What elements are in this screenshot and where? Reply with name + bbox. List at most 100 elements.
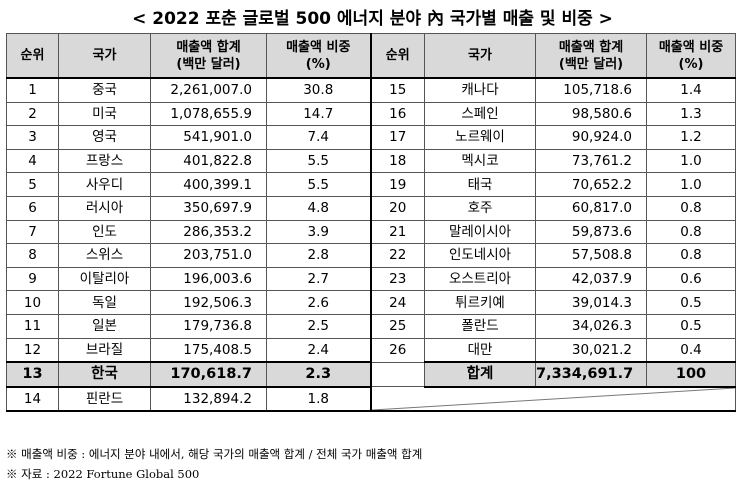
share-cell: 0.8 xyxy=(646,219,736,245)
share-cell: 4.8 xyxy=(266,195,371,221)
total-spacer-cell xyxy=(369,361,425,388)
share-cell: 1.4 xyxy=(646,77,736,103)
sales-cell: 175,408.5 xyxy=(150,337,267,363)
country-cell: 러시아 xyxy=(58,195,151,221)
sales-cell: 39,014.3 xyxy=(535,290,647,315)
sales-cell: 90,924.0 xyxy=(535,125,647,150)
share-cell: 0.8 xyxy=(646,243,736,268)
country-cell: 폴란드 xyxy=(424,313,536,339)
header-sales-right: 매출액 합계 (백만 달러) xyxy=(535,33,647,79)
country-cell: 태국 xyxy=(424,172,536,197)
rank-cell: 6 xyxy=(6,195,59,221)
country-cell: 영국 xyxy=(58,125,151,150)
table-row: 7 인도 286,353.2 3.9 21 말레이시아 59,873.6 0.8 xyxy=(6,219,736,245)
table-row: 2 미국 1,078,655.9 14.7 16 스페인 98,580.6 1.3 xyxy=(6,101,736,127)
share-cell: 1.2 xyxy=(646,125,736,150)
sales-cell: 541,901.0 xyxy=(150,125,267,150)
sales-cell: 132,894.2 xyxy=(150,386,267,413)
country-cell: 호주 xyxy=(424,195,536,221)
share-cell: 2.8 xyxy=(266,243,371,268)
country-cell: 대만 xyxy=(424,337,536,363)
country-cell: 멕시코 xyxy=(424,148,536,174)
header-share: 매출액 비중 (%) xyxy=(266,33,371,79)
sales-cell: 60,817.0 xyxy=(535,195,647,221)
empty-diagonal xyxy=(374,388,735,410)
sales-cell: 42,037.9 xyxy=(535,266,647,292)
rank-cell: 5 xyxy=(6,172,59,197)
share-cell: 1.8 xyxy=(266,386,371,413)
sales-cell: 1,078,655.9 xyxy=(150,101,267,127)
country-cell: 중국 xyxy=(58,77,151,103)
country-cell: 핀란드 xyxy=(58,386,151,413)
share-cell: 14.7 xyxy=(266,101,371,127)
sales-cell: 179,736.8 xyxy=(150,313,267,339)
share-cell: 2.7 xyxy=(266,266,371,292)
rank-cell: 10 xyxy=(6,290,59,315)
sales-cell: 400,399.1 xyxy=(150,172,267,197)
table-row: 1 중국 2,261,007.0 30.8 15 캐나다 105,718.6 1.4 xyxy=(6,77,736,103)
sales-cell: 192,506.3 xyxy=(150,290,267,315)
sales-cell: 2,261,007.0 xyxy=(150,77,267,103)
sales-cell: 34,026.3 xyxy=(535,313,647,339)
rank-cell: 18 xyxy=(369,148,425,174)
header-country-right: 국가 xyxy=(424,33,536,79)
sales-cell: 98,580.6 xyxy=(535,101,647,127)
note-share-definition: ※ 매출액 비중 : 에너지 분야 내에서, 해당 국가의 매출액 합계 / 전… xyxy=(6,447,423,461)
header-row: 순위 국가 매출액 합계 (백만 달러) 매출액 비중 (%) 순위 국가 매출액 … xyxy=(6,33,736,79)
sales-cell: 170,618.7 xyxy=(150,361,267,388)
share-cell: 2.5 xyxy=(266,313,371,339)
share-cell: 1.3 xyxy=(646,101,736,127)
header-country: 국가 xyxy=(58,33,151,79)
rank-cell: 3 xyxy=(6,125,59,150)
total-share-cell: 100 xyxy=(646,361,736,388)
header-share-right: 매출액 비중 (%) xyxy=(646,33,736,79)
country-cell: 스위스 xyxy=(58,243,151,268)
rank-cell: 15 xyxy=(369,77,425,103)
rank-cell: 21 xyxy=(369,219,425,245)
share-cell: 2.3 xyxy=(266,361,371,388)
table-row: 5 사우디 400,399.1 5.5 19 태국 70,652.2 1.0 xyxy=(6,172,736,197)
share-cell: 5.5 xyxy=(266,172,371,197)
share-cell: 1.0 xyxy=(646,172,736,197)
country-cell: 독일 xyxy=(58,290,151,315)
share-cell: 0.5 xyxy=(646,290,736,315)
table-row: 10 독일 192,506.3 2.6 24 튀르키예 39,014.3 0.5 xyxy=(6,290,736,315)
table-row: 6 러시아 350,697.9 4.8 20 호주 60,817.0 0.8 xyxy=(6,195,736,221)
country-cell: 오스트리아 xyxy=(424,266,536,292)
country-cell: 노르웨이 xyxy=(424,125,536,150)
rank-cell: 23 xyxy=(369,266,425,292)
total-label-cell: 합계 xyxy=(424,361,536,388)
total-sales-cell: 7,334,691.7 xyxy=(535,361,647,388)
sales-cell: 105,718.6 xyxy=(535,77,647,103)
rank-cell: 8 xyxy=(6,243,59,268)
share-cell: 0.6 xyxy=(646,266,736,292)
rank-cell: 20 xyxy=(369,195,425,221)
rank-cell: 7 xyxy=(6,219,59,245)
sales-cell: 401,822.8 xyxy=(150,148,267,174)
note-source: ※ 자료 : 2022 Fortune Global 500 xyxy=(6,467,200,481)
sales-cell: 70,652.2 xyxy=(535,172,647,197)
share-cell: 0.8 xyxy=(646,195,736,221)
rank-cell: 19 xyxy=(369,172,425,197)
share-cell: 3.9 xyxy=(266,219,371,245)
rank-cell: 2 xyxy=(6,101,59,127)
country-cell: 스페인 xyxy=(424,101,536,127)
rank-cell: 25 xyxy=(369,313,425,339)
rank-cell: 17 xyxy=(369,125,425,150)
sales-cell: 30,021.2 xyxy=(535,337,647,363)
table-row: 13 한국 170,618.7 2.3 합계 7,334,691.7 100 xyxy=(6,361,736,388)
country-cell: 이탈리아 xyxy=(58,266,151,292)
country-cell: 한국 xyxy=(58,361,151,388)
country-cell: 일본 xyxy=(58,313,151,339)
header-sales: 매출액 합계 (백만 달러) xyxy=(150,33,267,79)
rank-cell: 24 xyxy=(369,290,425,315)
country-cell: 인도네시아 xyxy=(424,243,536,268)
country-cell: 브라질 xyxy=(58,337,151,363)
empty-cell xyxy=(369,386,736,413)
table-title: < 2022 포춘 글로벌 500 에너지 분야 內 국가별 매출 및 비중 > xyxy=(132,9,613,29)
table-row: 14 핀란드 132,894.2 1.8 xyxy=(6,386,736,413)
share-cell: 0.5 xyxy=(646,313,736,339)
header-rank-right: 순위 xyxy=(369,33,425,79)
sales-cell: 59,873.6 xyxy=(535,219,647,245)
share-cell: 1.0 xyxy=(646,148,736,174)
